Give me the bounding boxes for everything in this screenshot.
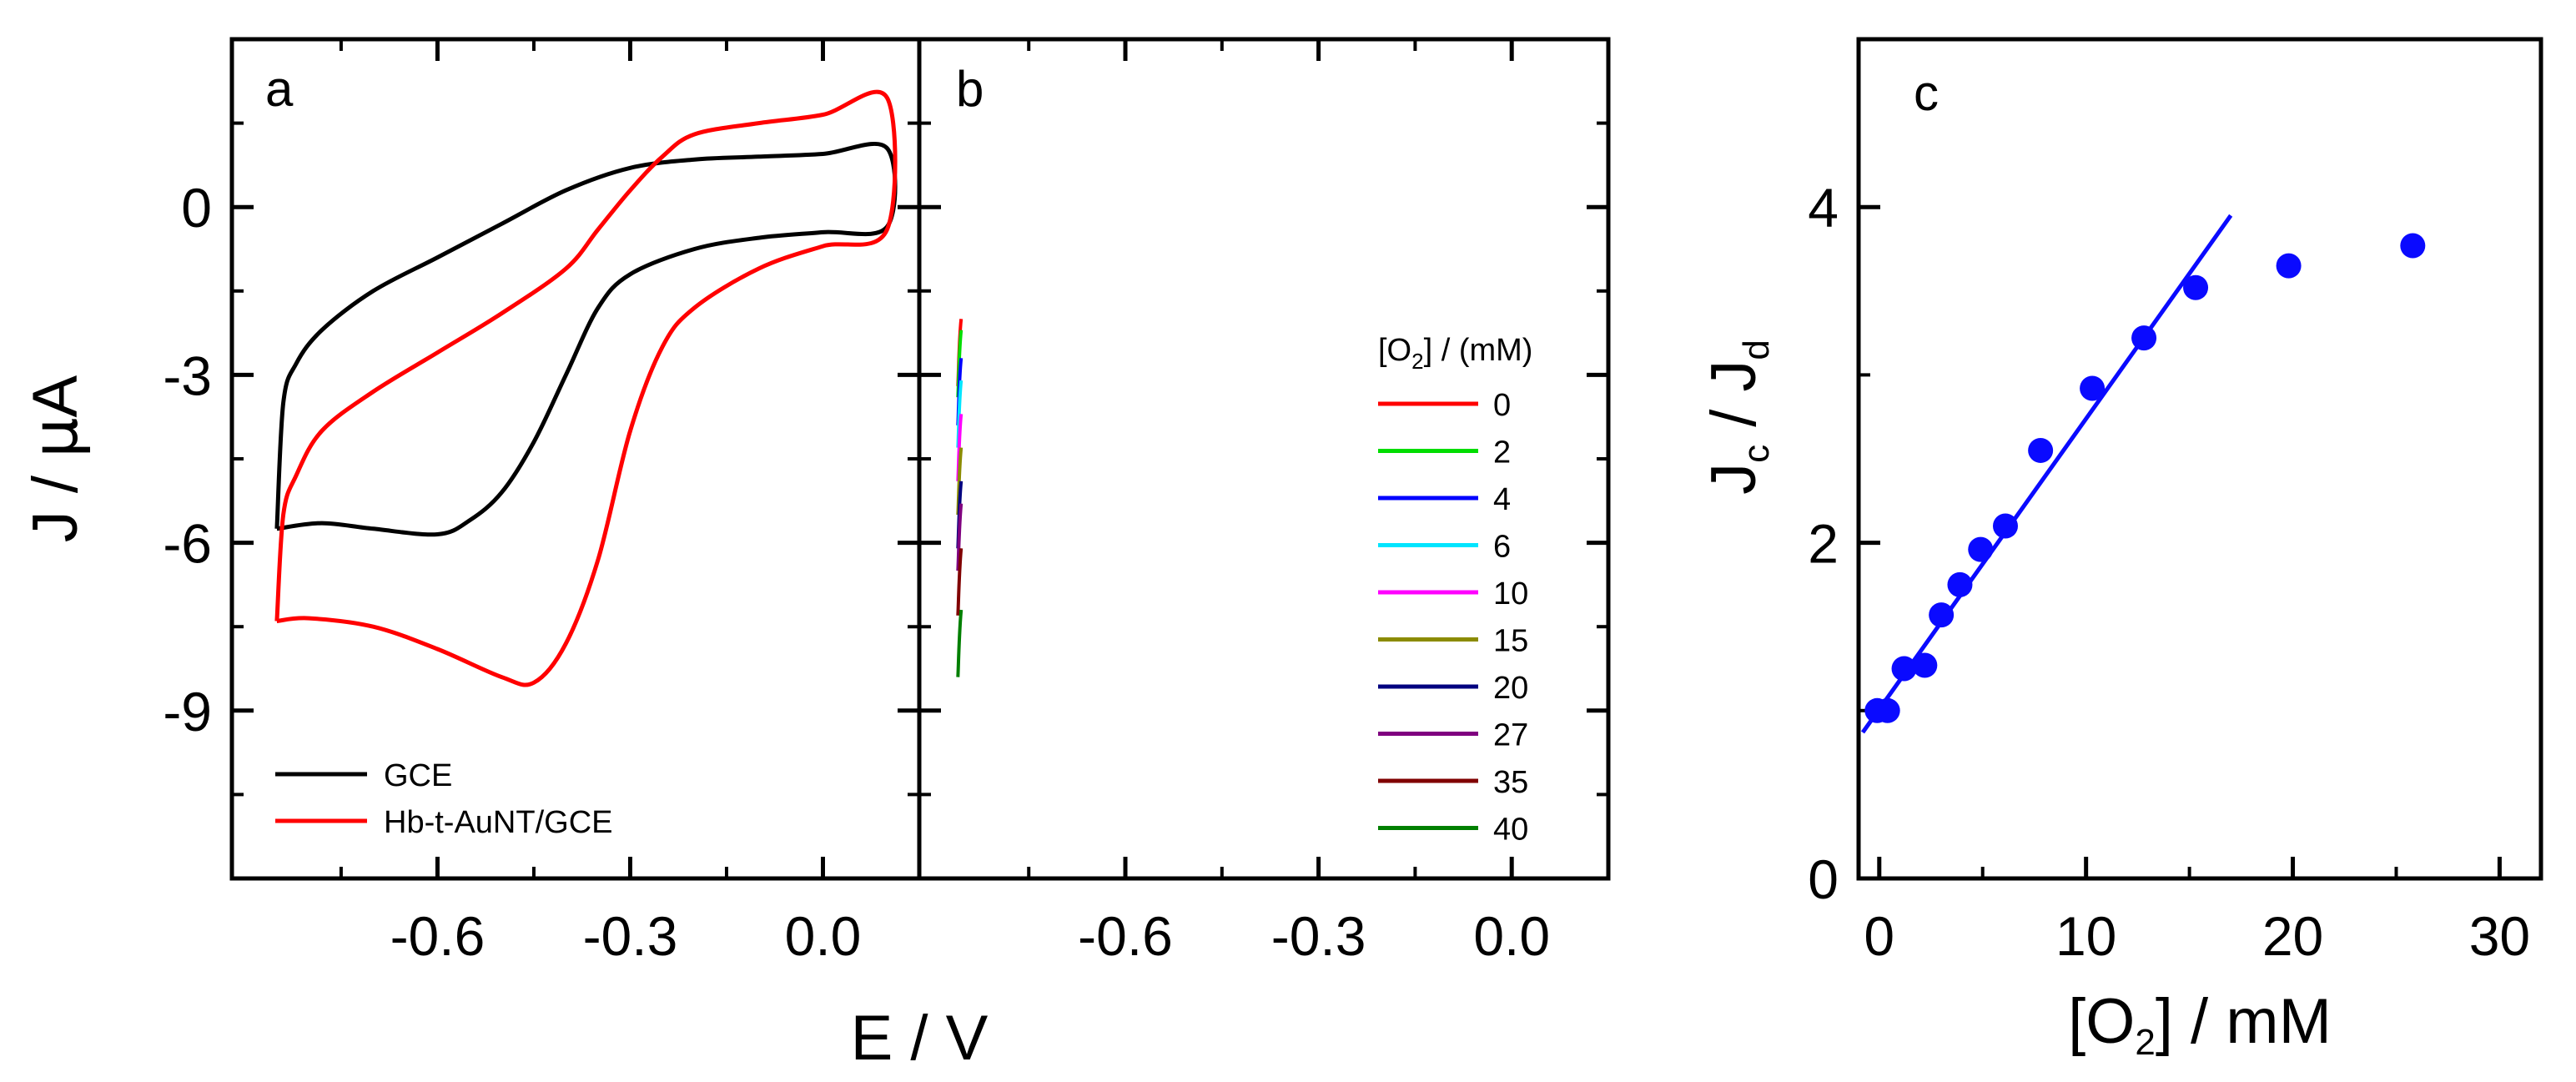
legend-b-label-10: 10 [1493,576,1528,611]
panel-b-series [956,319,963,677]
legend-a-label-0: GCE [384,758,452,793]
x-tick-label-a: -0.3 [583,905,678,967]
panel-c-frame [1856,37,2543,881]
panel-c-point-9 [2080,375,2106,401]
panel-c-letter: c [1914,65,1939,121]
y-axis-title-c: Jc / Jd [1698,340,1777,495]
x-tick-label-a: -0.6 [390,905,486,967]
panel-c-point-4 [1929,602,1955,628]
y-tick-label-a: -6 [163,513,212,575]
y-tick-label-c: 2 [1808,513,1839,575]
panel-a-series-line-1 [274,89,898,687]
panel-c-point-12 [2276,253,2302,279]
y-tick-label-a: 0 [181,177,212,239]
legend-b-label-6: 6 [1493,530,1511,565]
x-tick-label-b: -0.6 [1078,905,1173,967]
panel-c-point-11 [2183,274,2209,300]
panel-c-fit-line [1860,214,2233,734]
x-tick-label-c: 30 [2469,905,2530,967]
panel-b-series-line-40 [956,609,963,677]
panel-c-point-2 [1891,656,1917,682]
panel-a-frame [229,37,922,881]
x-tick-label-b: 0.0 [1473,905,1550,967]
panel-c-point-7 [1992,513,2018,539]
panel-c-point-3 [1912,652,1938,678]
y-axis-title-a: J / μA [18,375,92,542]
legend-b-label-27: 27 [1493,718,1528,753]
panel-c-point-13 [2400,233,2426,259]
panel-c-point-6 [1968,536,1994,562]
x-tick-label-c: 20 [2262,905,2323,967]
legend-b-label-4: 4 [1493,482,1511,517]
x-tick-label-c: 10 [2055,905,2116,967]
y-tick-label-a: -3 [163,345,212,406]
panel-a-series [274,89,898,687]
legend-a-label-1: Hb-t-AuNT/GCE [384,805,612,840]
legend-b-label-20: 20 [1493,671,1528,706]
legend-b-label-15: 15 [1493,624,1528,659]
panel-b-letter: b [956,61,984,117]
x-tick-label-c: 0 [1864,905,1894,967]
legend-b-title: [O2] / (mM) [1378,333,1532,374]
panel-a-letter: a [265,61,294,117]
panel-a-legend: GCE Hb-t-AuNT/GCE [275,758,612,840]
panel-b-series-line-35 [956,548,963,616]
x-tick-label-a: 0.0 [785,905,862,967]
panel-c-point-10 [2131,325,2157,351]
panel-c-point-8 [2028,437,2054,463]
panel-c-point-1 [1874,697,1900,723]
panel-a-series-line-0 [274,141,898,537]
panel-b-series-line-27 [956,503,963,571]
panel-c-point-5 [1947,571,1973,597]
legend-b-label-0: 0 [1493,388,1511,423]
x-axis-title-c: [O2] / mM [2068,986,2332,1063]
y-tick-label-c: 4 [1808,177,1839,239]
x-tick-label-b: -0.3 [1271,905,1366,967]
panel-b-legend: [O2] / (mM) 0 2 4 6 10 15 20 27 35 40 [1378,333,1532,848]
y-tick-label-a: -9 [163,681,212,742]
panel-c-series [1860,214,2426,734]
y-tick-label-c: 0 [1808,848,1839,910]
x-axis-title-ab: E / V [851,1003,989,1074]
legend-b-label-35: 35 [1493,765,1528,800]
legend-b-label-2: 2 [1493,435,1511,471]
legend-b-label-40: 40 [1493,813,1528,848]
